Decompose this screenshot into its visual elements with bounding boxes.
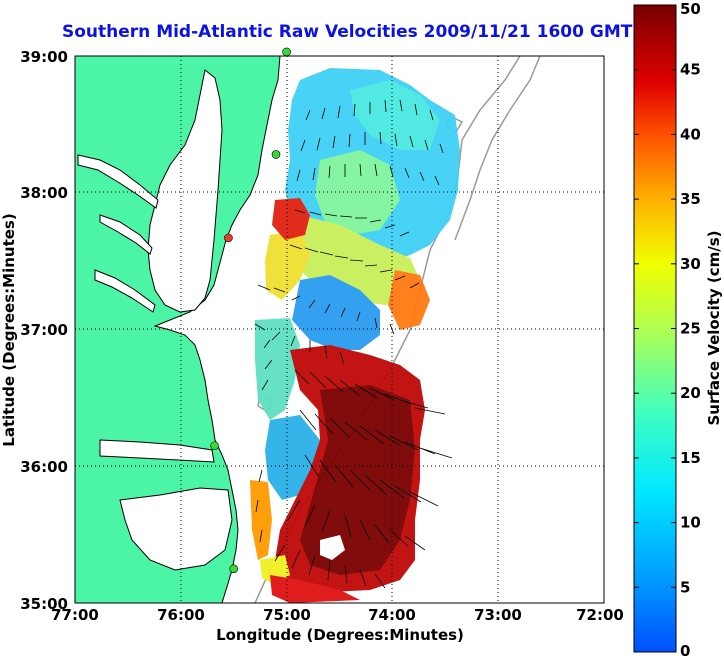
map-title: Southern Mid-Atlantic Raw Velocities 200… <box>62 22 633 42</box>
rappahannock-river <box>99 214 153 255</box>
y-tick-label: 36:00 <box>20 458 68 476</box>
station-marker <box>282 47 291 57</box>
x-tick-label: 75:00 <box>263 606 311 624</box>
x-tick-label: 72:00 <box>576 606 624 624</box>
colorbar-tick-label: 0 <box>680 642 690 659</box>
colorbar-label: Surface Velocity (cm/s) <box>705 230 723 425</box>
chesapeake-bay <box>147 69 223 313</box>
x-tick-label: 73:00 <box>474 606 522 624</box>
colorbar-tick-label: 15 <box>680 449 701 467</box>
x-tick-label: 76:00 <box>157 606 205 624</box>
x-tick-label: 77:00 <box>51 606 99 624</box>
station-marker <box>224 233 233 243</box>
colorbar-tick-label: 50 <box>680 0 701 18</box>
york-james-river <box>94 269 156 313</box>
potomac-river <box>77 154 159 209</box>
y-axis: 39:00 38:00 37:00 36:00 35:00 <box>20 48 68 613</box>
station-markers <box>210 47 291 574</box>
x-tick-label: 74:00 <box>368 606 416 624</box>
colorbar-tick-label: 5 <box>680 578 690 596</box>
colorbar-tick-label: 40 <box>680 125 701 143</box>
x-axis: 77:00 76:00 75:00 74:00 73:00 72:00 <box>51 606 624 624</box>
colorbar-tick-label: 30 <box>680 255 701 273</box>
colorbar-tick-label: 20 <box>680 384 701 402</box>
y-tick-label: 38:00 <box>20 184 68 202</box>
colorbar-tick-label: 25 <box>680 320 701 338</box>
albemarle-sound <box>99 439 215 463</box>
plot-frame <box>74 55 605 604</box>
colorbar-tick-label: 10 <box>680 514 701 532</box>
velocity-vectors <box>254 99 453 589</box>
land-mass <box>75 56 281 603</box>
y-tick-label: 39:00 <box>20 48 68 66</box>
station-marker <box>229 564 238 574</box>
y-axis-label: Latitude (Degrees:Minutes) <box>0 213 18 446</box>
colorbar-tick-label: 45 <box>680 61 701 79</box>
y-tick-label: 37:00 <box>20 321 68 339</box>
x-axis-label: Longitude (Degrees:Minutes) <box>216 626 464 644</box>
colorbar-tick-label: 35 <box>680 190 701 208</box>
colorbar-gradient <box>633 4 677 653</box>
station-marker <box>210 441 219 451</box>
y-tick-label: 35:00 <box>20 595 68 613</box>
pamlico-sound <box>119 487 233 571</box>
station-marker <box>271 150 281 159</box>
colorbar: 0 5 10 15 20 25 30 35 40 45 50 Surface Velocity (c… <box>633 0 723 659</box>
velocity-field <box>250 68 460 603</box>
grid-lines <box>75 56 604 603</box>
